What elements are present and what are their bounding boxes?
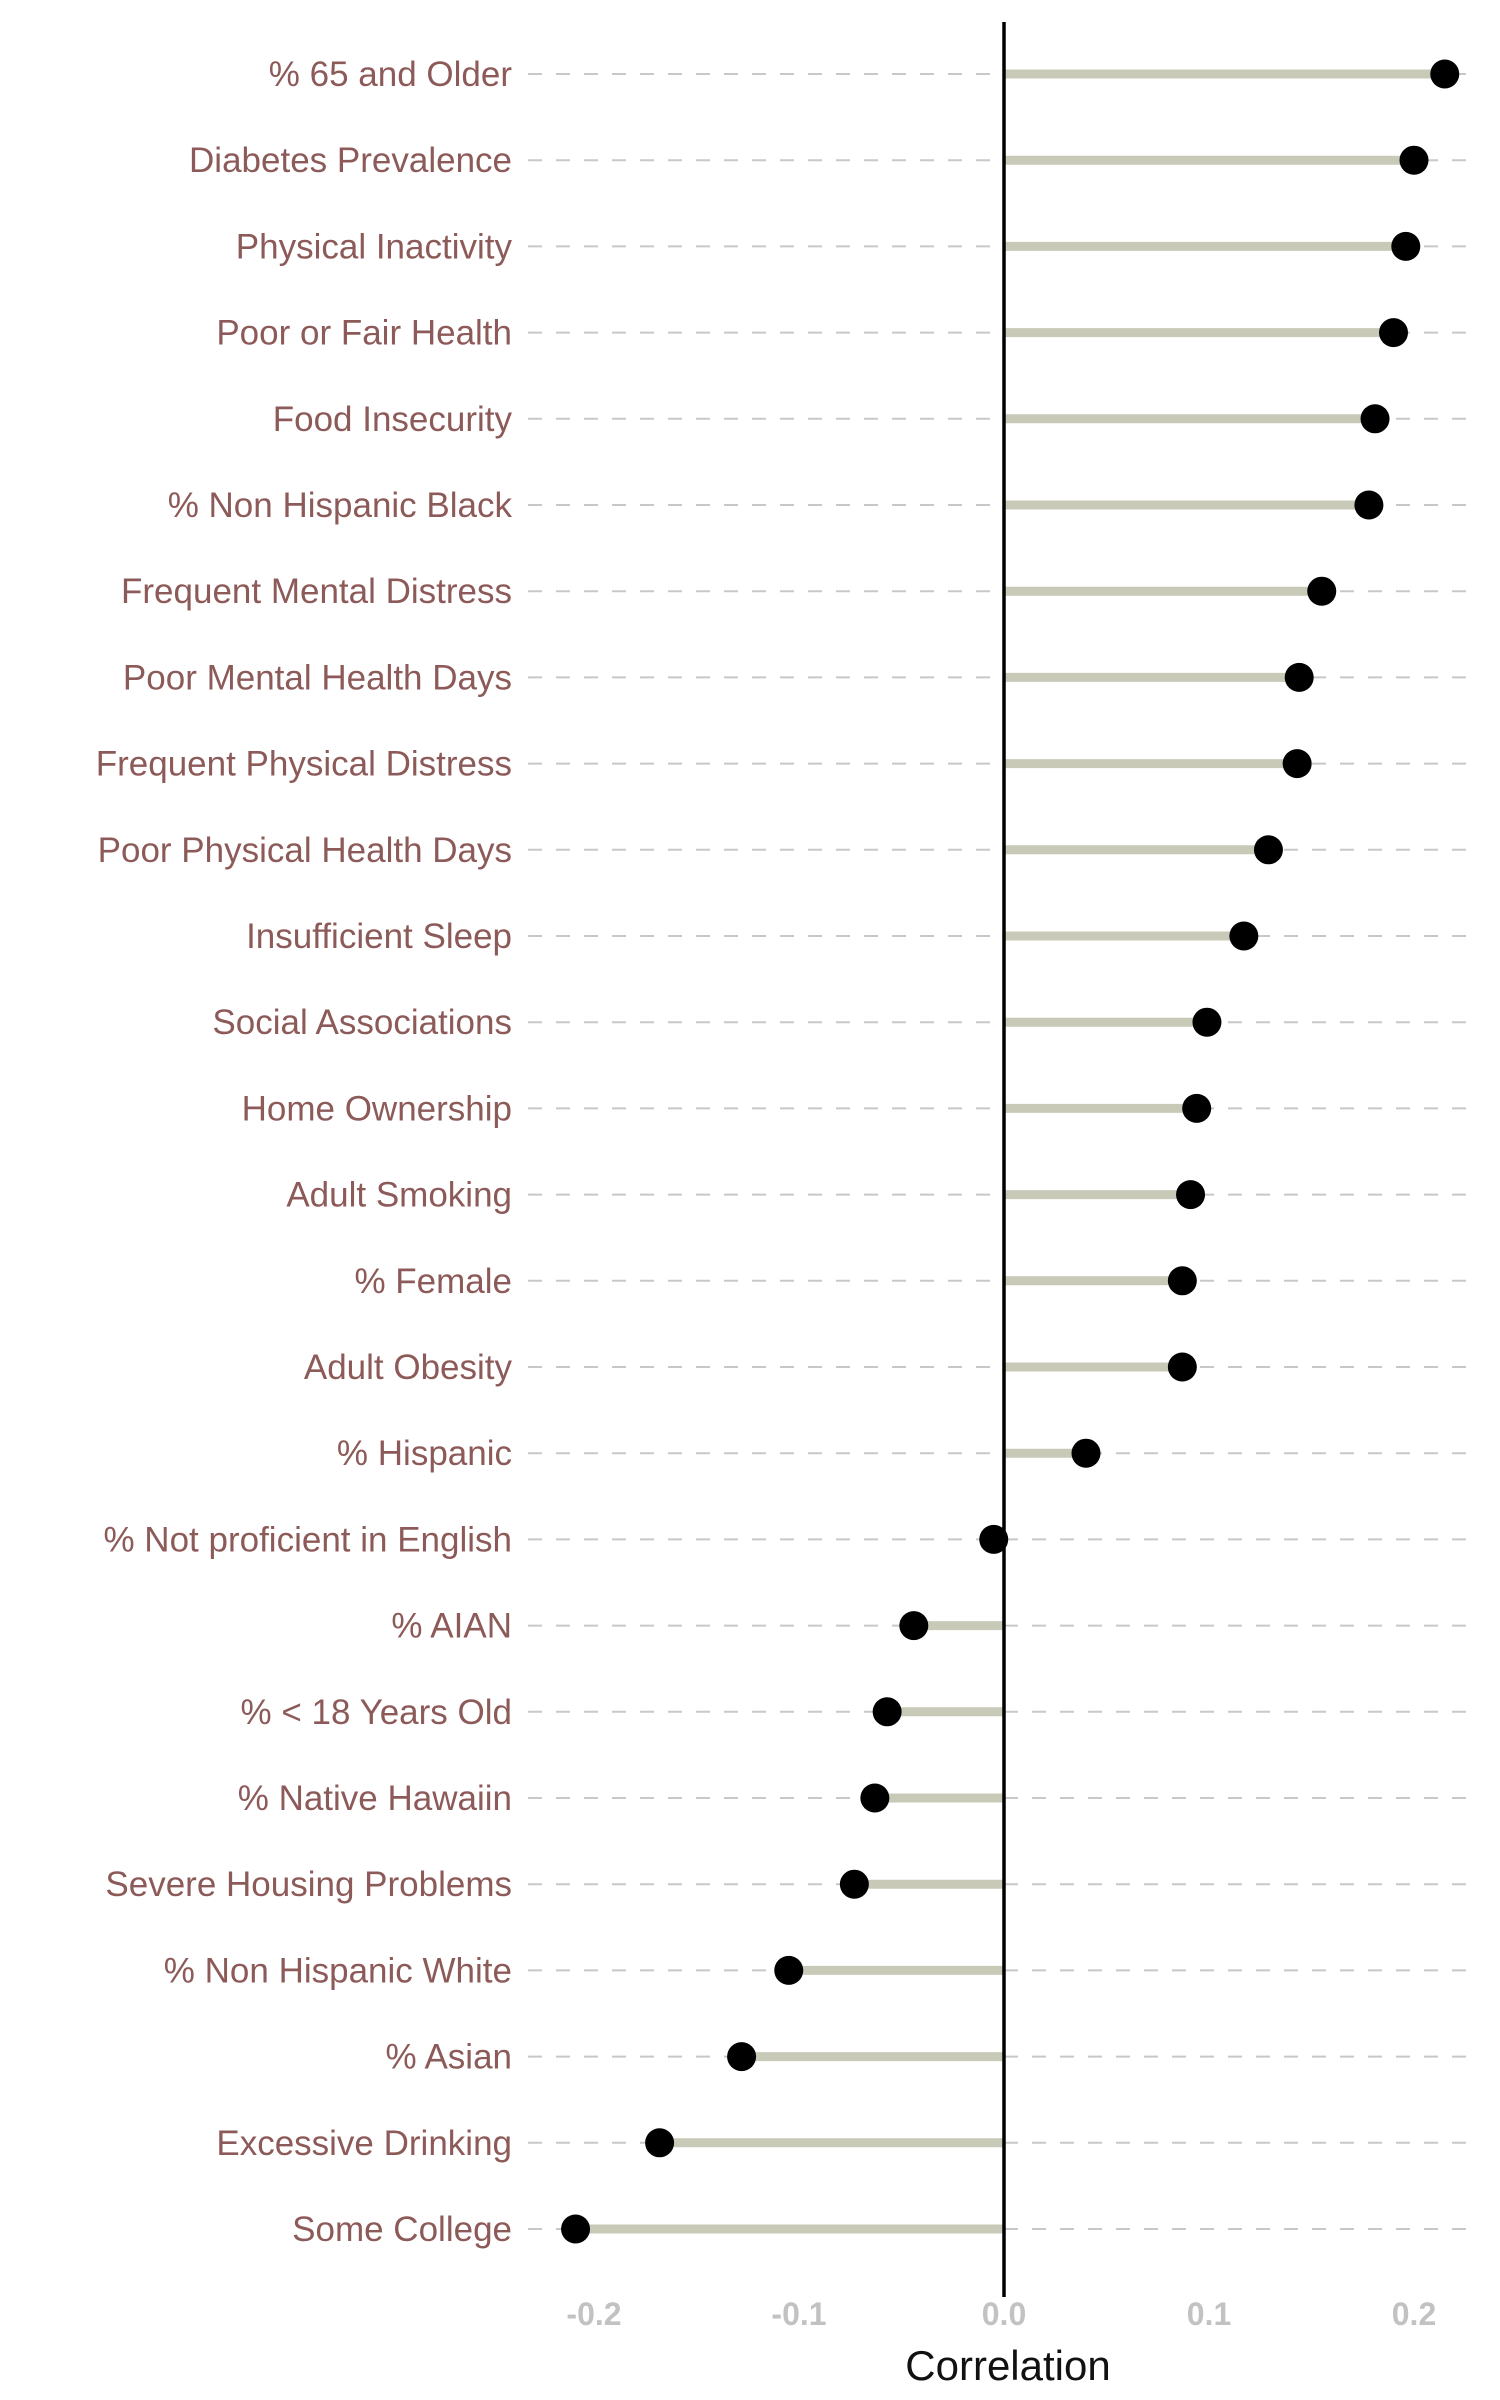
data-point — [899, 1611, 929, 1641]
category-label: % Female — [354, 1262, 512, 1301]
data-point — [1192, 1007, 1222, 1037]
category-label: % AIAN — [391, 1607, 512, 1646]
category-label: % Asian — [386, 2038, 512, 2077]
category-label: Frequent Mental Distress — [121, 572, 512, 611]
data-point — [860, 1783, 890, 1813]
data-point — [979, 1524, 1009, 1554]
category-labels: % 65 and Older Diabetes Prevalence Physica… — [96, 55, 513, 2249]
x-tick-label: 0.2 — [1392, 2296, 1436, 2332]
category-label: Poor or Fair Health — [216, 314, 512, 353]
data-point — [1253, 835, 1283, 865]
category-label: % 65 and Older — [269, 55, 513, 94]
data-point — [839, 1869, 869, 1899]
data-point — [1430, 59, 1460, 89]
data-point — [1379, 318, 1408, 348]
category-label: Excessive Drinking — [216, 2124, 512, 2163]
category-label: Poor Mental Health Days — [123, 658, 512, 697]
data-point — [1167, 1266, 1197, 1296]
category-label: Diabetes Prevalence — [189, 141, 512, 180]
category-label: Poor Physical Health Days — [98, 831, 512, 870]
x-tick-label: 0.0 — [982, 2296, 1026, 2332]
data-point — [1071, 1438, 1101, 1468]
category-label: Adult Smoking — [286, 1176, 512, 1215]
data-point — [1307, 576, 1337, 606]
category-label: Insufficient Sleep — [246, 917, 512, 956]
data-point — [1399, 145, 1429, 175]
category-label: % Native Hawaiin — [238, 1779, 512, 1818]
data-point — [1360, 404, 1390, 434]
category-label: Physical Inactivity — [236, 227, 513, 266]
data-point — [645, 2128, 675, 2158]
category-label: % Hispanic — [337, 1434, 512, 1473]
data-points — [561, 59, 1460, 2244]
x-tick-label: -0.1 — [771, 2296, 826, 2332]
data-point — [727, 2042, 757, 2072]
category-label: Social Associations — [212, 1003, 512, 1042]
data-point — [1282, 749, 1312, 779]
x-tick-label: 0.1 — [1187, 2296, 1231, 2332]
data-point — [1167, 1352, 1197, 1382]
data-point — [1182, 1093, 1212, 1123]
category-label: Some College — [292, 2210, 512, 2249]
x-axis-ticks: -0.2 -0.1 0.0 0.1 0.2 — [566, 2296, 1436, 2332]
category-label: % Not proficient in English — [103, 1520, 512, 1559]
category-label: Food Insecurity — [273, 400, 513, 439]
data-point — [561, 2214, 591, 2244]
data-point — [1354, 490, 1384, 520]
data-point — [1284, 662, 1314, 692]
category-label: % Non Hispanic White — [164, 1951, 512, 1990]
x-axis-title: Correlation — [905, 2342, 1110, 2389]
category-label: Frequent Physical Distress — [96, 745, 512, 784]
data-point — [1391, 231, 1421, 261]
x-tick-label: -0.2 — [566, 2296, 621, 2332]
data-point — [872, 1697, 902, 1727]
data-point — [1229, 921, 1259, 951]
category-label: Home Ownership — [242, 1089, 512, 1128]
category-label: % < 18 Years Old — [241, 1693, 512, 1732]
data-point — [1176, 1180, 1206, 1210]
category-label: % Non Hispanic Black — [168, 486, 513, 525]
category-label: Severe Housing Problems — [105, 1865, 512, 1904]
category-label: Adult Obesity — [304, 1348, 513, 1387]
data-point — [774, 1955, 804, 1985]
stems — [575, 69, 1445, 2234]
